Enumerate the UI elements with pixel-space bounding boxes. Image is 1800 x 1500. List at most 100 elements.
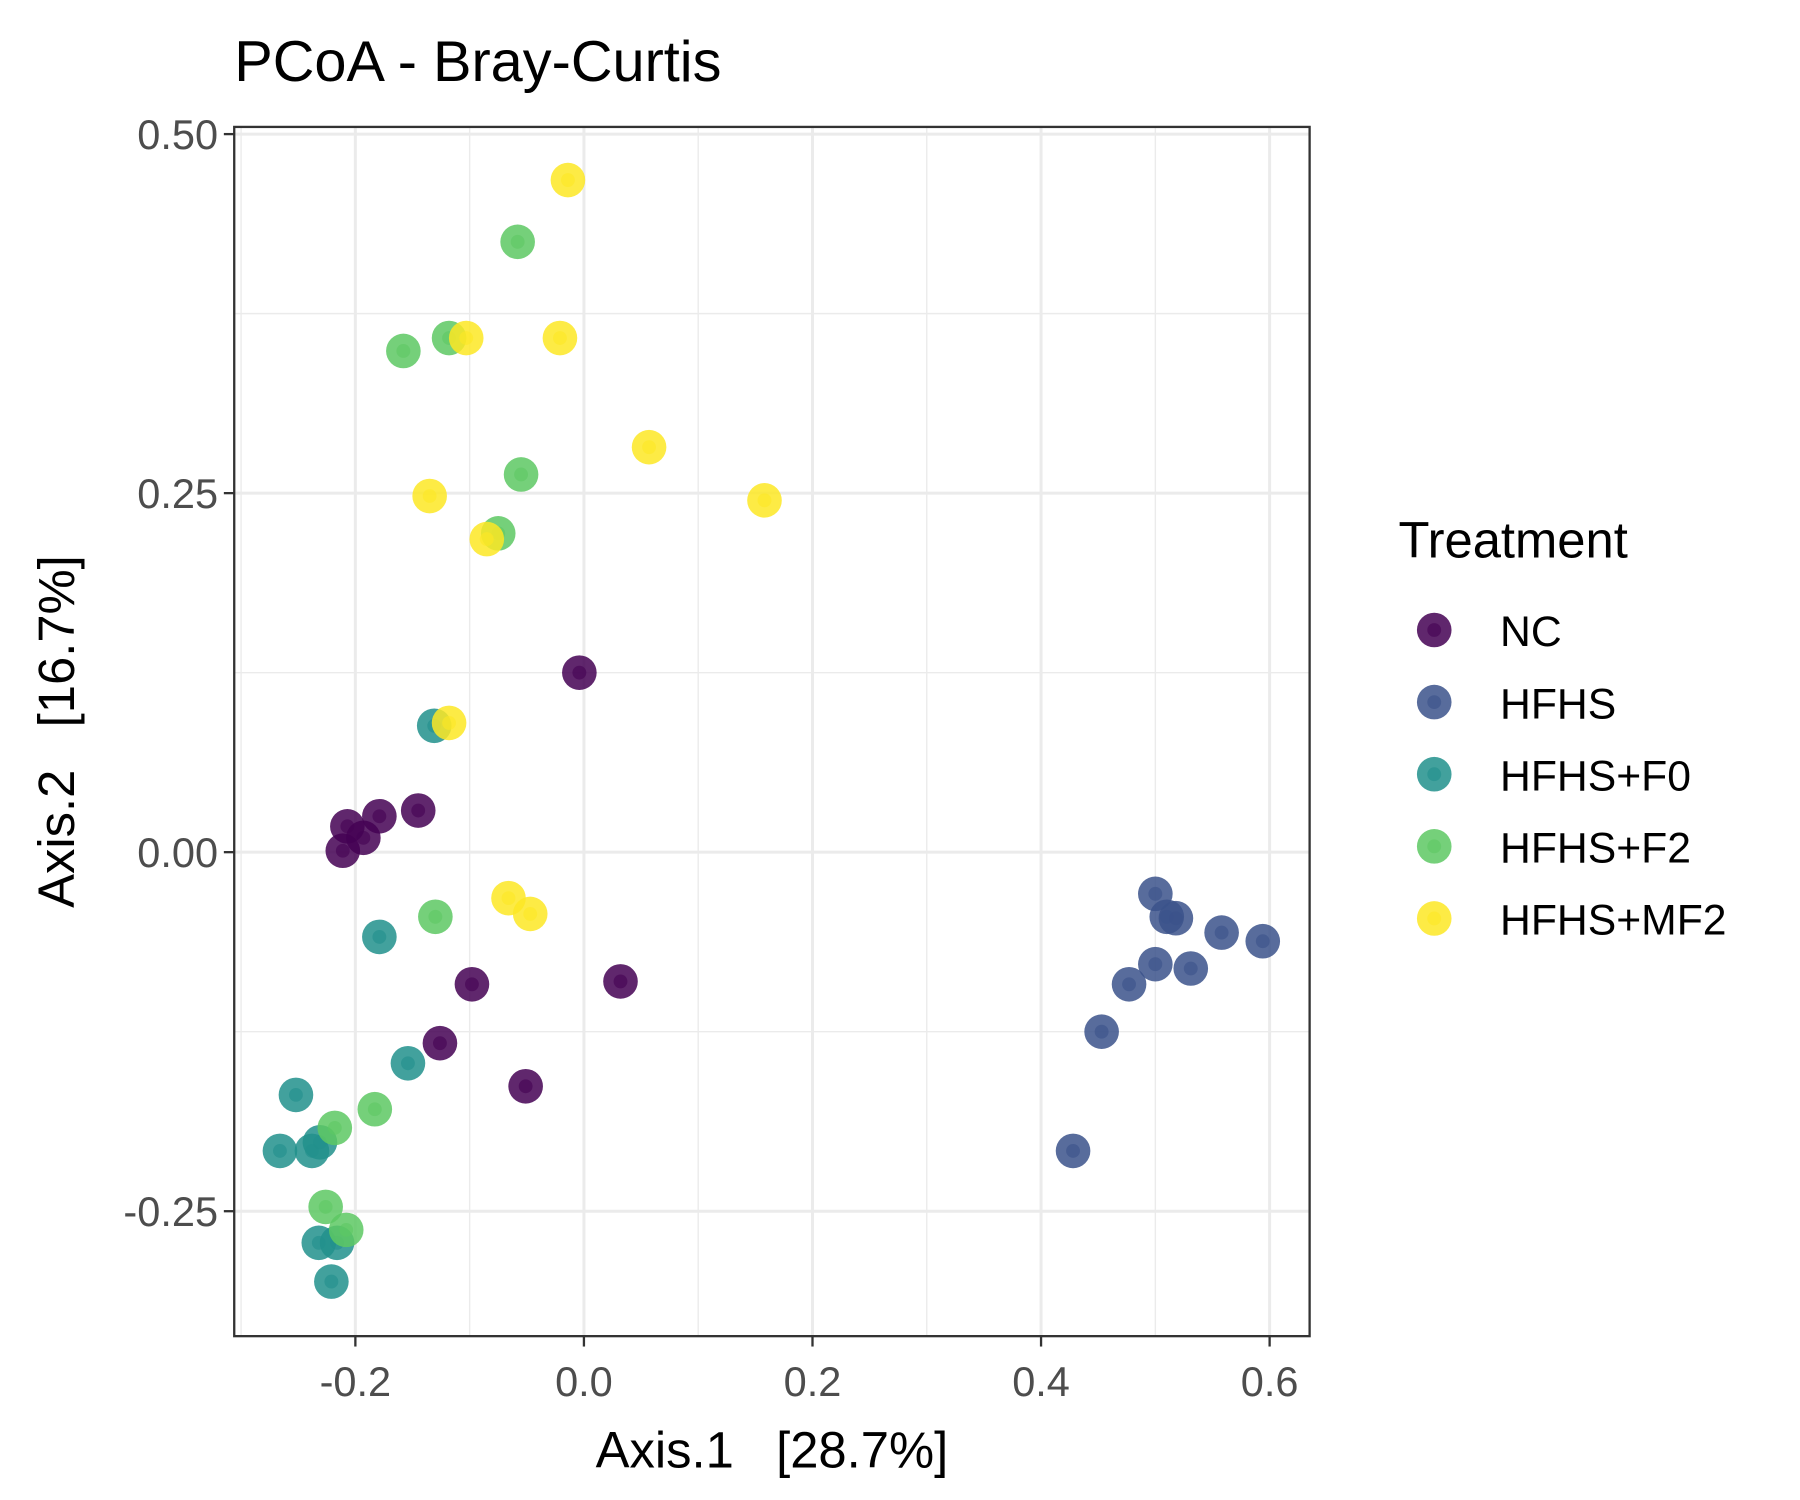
point-center xyxy=(572,665,587,680)
data-point-hfhs-mf2 xyxy=(448,320,484,356)
data-point-hfhs xyxy=(1173,951,1209,986)
point-center xyxy=(396,344,411,358)
data-point-hfhs-f2 xyxy=(317,1110,353,1146)
point-center xyxy=(318,1199,333,1214)
point-center xyxy=(642,440,656,455)
data-point-hfhs-f0 xyxy=(362,919,397,955)
point-center xyxy=(1214,925,1229,940)
data-point-nc xyxy=(562,655,597,690)
legend-item: HFHS+F0 xyxy=(1416,752,1691,800)
point-center xyxy=(367,1102,382,1117)
legend-label: HFHS+MF2 xyxy=(1500,897,1727,945)
point-center xyxy=(501,891,516,906)
data-point-hfhs-f0 xyxy=(262,1133,298,1169)
legend-item: HFHS+MF2 xyxy=(1416,897,1727,945)
point-center xyxy=(327,1120,342,1135)
data-point-hfhs-mf2 xyxy=(431,705,467,741)
data-point-hfhs-f2 xyxy=(418,899,453,935)
legend-key-center xyxy=(1427,695,1442,710)
y-axis: -0.25 0.00 0.25 0.50 xyxy=(123,111,235,1235)
data-point-hfhs xyxy=(1084,1014,1119,1049)
y-tick-label: 0.25 xyxy=(137,470,218,517)
data-point-nc xyxy=(325,833,361,869)
data-point-hfhs-mf2 xyxy=(542,320,578,356)
point-center xyxy=(289,1087,303,1102)
data-point-nc xyxy=(422,1025,458,1061)
point-center xyxy=(273,1143,287,1158)
y-tick-label: 0.50 xyxy=(137,111,218,158)
point-center xyxy=(757,493,772,508)
data-point-hfhs-f2 xyxy=(386,333,421,369)
x-axis: -0.2 0.0 0.2 0.4 0.6 xyxy=(320,1336,1299,1405)
chart-title: PCoA - Bray-Curtis xyxy=(234,30,721,94)
point-center xyxy=(561,173,575,187)
legend: Treatment NC HFHS HFHS+F0 HFHS+F2 HFHS+MF2 xyxy=(1398,511,1726,944)
data-point-hfhs-mf2 xyxy=(469,521,505,557)
legend-key-center xyxy=(1427,767,1442,782)
data-point-hfhs xyxy=(1158,900,1194,936)
point-center xyxy=(335,843,350,858)
y-axis-label: Axis.2 [16.7%] xyxy=(28,555,85,908)
data-point-hfhs-f0 xyxy=(390,1045,426,1081)
point-center xyxy=(1148,886,1163,901)
data-point-nc xyxy=(603,964,638,999)
point-center xyxy=(1066,1143,1080,1158)
data-point-nc xyxy=(454,966,490,1002)
point-center xyxy=(510,234,525,249)
data-point-nc xyxy=(400,793,436,828)
point-center xyxy=(356,830,371,845)
point-center xyxy=(1183,961,1198,976)
data-point-hfhs-mf2 xyxy=(412,478,447,514)
x-axis-label: Axis.1 [28.7%] xyxy=(596,1422,949,1479)
data-point-hfhs-mf2 xyxy=(512,896,548,932)
data-point-hfhs xyxy=(1204,915,1239,950)
point-center xyxy=(372,809,387,824)
point-center xyxy=(1148,957,1163,972)
data-point-hfhs-f0 xyxy=(278,1077,314,1113)
legend-label: NC xyxy=(1500,608,1562,656)
legend-item: HFHS xyxy=(1416,680,1616,728)
point-center xyxy=(553,331,567,345)
x-tick-label: 0.0 xyxy=(555,1358,613,1405)
point-center xyxy=(523,907,538,921)
point-center xyxy=(459,331,474,345)
legend-label: HFHS xyxy=(1500,680,1616,728)
grid xyxy=(234,126,1310,1337)
data-point-hfhs-mf2 xyxy=(747,483,782,518)
x-tick-label: 0.6 xyxy=(1241,1358,1299,1405)
points xyxy=(262,162,1281,1299)
plot-background xyxy=(234,126,1310,1337)
point-center xyxy=(433,1036,447,1051)
data-point-nc xyxy=(508,1068,543,1104)
point-center xyxy=(428,909,443,924)
legend-label: HFHS+F2 xyxy=(1500,825,1691,873)
legend-item: HFHS+F2 xyxy=(1416,825,1691,873)
legend-key-center xyxy=(1427,623,1442,637)
legend-key-center xyxy=(1427,911,1442,926)
data-point-hfhs-f2 xyxy=(500,224,535,260)
point-center xyxy=(1255,934,1270,949)
point-center xyxy=(372,929,387,944)
data-point-hfhs-f2 xyxy=(328,1212,364,1248)
plot-panel-border xyxy=(233,125,1311,1338)
point-center xyxy=(324,1274,339,1289)
data-point-hfhs xyxy=(1138,946,1173,982)
data-point-hfhs-f0 xyxy=(314,1264,349,1299)
data-point-hfhs-f2 xyxy=(503,457,539,492)
data-point-hfhs-f2 xyxy=(357,1091,393,1127)
y-tick-label: -0.25 xyxy=(123,1188,218,1235)
data-point-hfhs-mf2 xyxy=(631,429,667,465)
point-center xyxy=(339,1222,354,1237)
data-point-hfhs xyxy=(1111,966,1147,1002)
point-center xyxy=(1168,911,1183,926)
data-point-hfhs-mf2 xyxy=(550,162,586,198)
point-center xyxy=(401,1056,415,1071)
point-center xyxy=(514,467,528,482)
legend-item: NC xyxy=(1416,608,1562,656)
point-center xyxy=(613,974,628,989)
x-tick-label: 0.2 xyxy=(784,1358,842,1405)
legend-label: HFHS+F0 xyxy=(1500,752,1691,800)
point-center xyxy=(442,715,457,730)
point-center xyxy=(1094,1024,1109,1039)
